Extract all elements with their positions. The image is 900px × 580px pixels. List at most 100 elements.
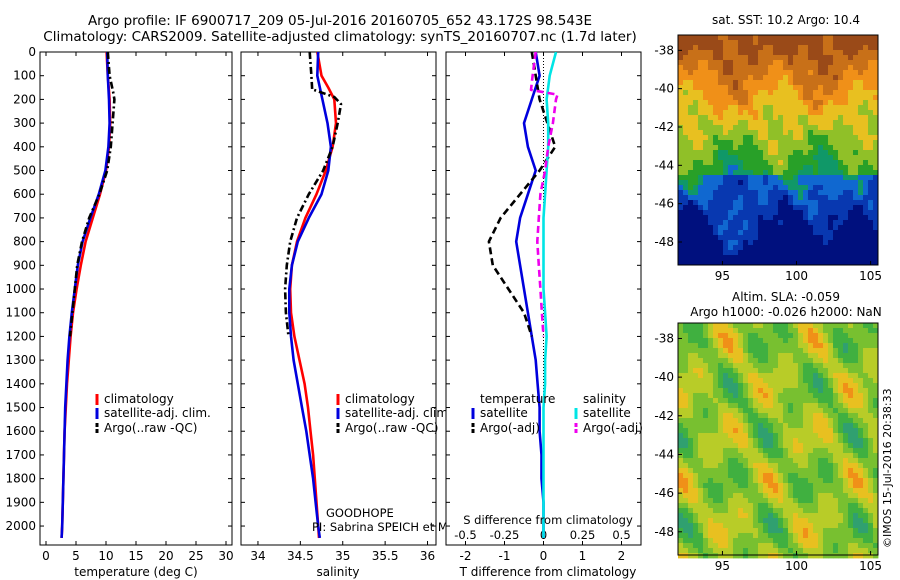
heatmap-cell — [728, 498, 734, 504]
heatmap-cell — [853, 533, 859, 539]
heatmap-cell — [828, 533, 834, 539]
heatmap-cell — [708, 418, 714, 424]
heatmap-cell — [808, 55, 814, 61]
heatmap-cell — [803, 508, 809, 514]
heatmap-cell — [858, 373, 864, 379]
heatmap-cell — [688, 150, 694, 156]
legend-label-s-satellite: satellite — [583, 406, 631, 420]
heatmap-cell — [848, 528, 854, 534]
heatmap-cell — [848, 398, 854, 404]
heatmap-cell — [703, 343, 709, 349]
heatmap-cell — [743, 418, 749, 424]
heatmap-cell — [838, 80, 844, 86]
heatmap-cell — [768, 548, 774, 554]
heatmap-cell — [813, 493, 819, 499]
heatmap-cell — [733, 543, 739, 549]
heatmap-cell — [718, 398, 724, 404]
heatmap-cell — [858, 225, 864, 231]
heatmap-cell — [718, 453, 724, 459]
heatmap-cell — [773, 528, 779, 534]
heatmap-cell — [873, 220, 879, 226]
heatmap-cell — [753, 35, 759, 41]
heatmap-cell — [763, 448, 769, 454]
heatmap-cell — [873, 473, 879, 479]
heatmap-cell — [688, 393, 694, 399]
heatmap-cell — [828, 348, 834, 354]
heatmap-cell — [708, 180, 714, 186]
heatmap-cell — [738, 513, 744, 519]
heatmap-cell — [783, 498, 789, 504]
heatmap-cell — [838, 328, 844, 334]
heatmap-cell — [858, 473, 864, 479]
depth-tick-label: 0 — [28, 45, 36, 59]
heatmap-cell — [748, 453, 754, 459]
heatmap-cell — [783, 35, 789, 41]
heatmap-cell — [728, 323, 734, 329]
heatmap-cell — [858, 170, 864, 176]
heatmap-cell — [853, 513, 859, 519]
heatmap-cell — [803, 378, 809, 384]
heatmap-cell — [863, 245, 869, 251]
heatmap-cell — [798, 473, 804, 479]
heatmap-cell — [793, 150, 799, 156]
heatmap-cell — [823, 190, 829, 196]
heatmap-cell — [703, 160, 709, 166]
heatmap-cell — [793, 180, 799, 186]
heatmap-cell — [788, 543, 794, 549]
heatmap-cell — [793, 468, 799, 474]
heatmap-cell — [733, 508, 739, 514]
x-tick-label: 30 — [218, 549, 233, 563]
heatmap-cell — [713, 378, 719, 384]
heatmap-cell — [753, 150, 759, 156]
heatmap-cell — [763, 240, 769, 246]
heatmap-cell — [803, 115, 809, 121]
heatmap-cell — [743, 155, 749, 161]
heatmap-cell — [813, 323, 819, 329]
heatmap-cell — [833, 528, 839, 534]
heatmap-cell — [808, 428, 814, 434]
heatmap-cell — [683, 438, 689, 444]
heatmap-cell — [718, 115, 724, 121]
legend-label-satellite-adj: satellite-adj. clim. — [104, 406, 211, 420]
depth-tick-label: 400 — [13, 140, 36, 154]
heatmap-cell — [843, 488, 849, 494]
heatmap-cell — [763, 383, 769, 389]
heatmap-cell — [683, 70, 689, 76]
heatmap-cell — [758, 458, 764, 464]
heatmap-cell — [678, 518, 684, 524]
heatmap-cell — [708, 443, 714, 449]
heatmap-cell — [678, 240, 684, 246]
heatmap-cell — [683, 180, 689, 186]
heatmap-cell — [748, 105, 754, 111]
heatmap-cell — [678, 75, 684, 81]
heatmap-cell — [818, 528, 824, 534]
heatmap-cell — [768, 250, 774, 256]
heatmap-cell — [778, 358, 784, 364]
heatmap-cell — [713, 95, 719, 101]
heatmap-cell — [738, 195, 744, 201]
heatmap-cell — [873, 548, 879, 554]
heatmap-cell — [803, 453, 809, 459]
heatmap-cell — [743, 40, 749, 46]
heatmap-cell — [763, 65, 769, 71]
heatmap-cell — [803, 150, 809, 156]
heatmap-cell — [803, 40, 809, 46]
heatmap-cell — [853, 478, 859, 484]
heatmap-cell — [718, 528, 724, 534]
heatmap-cell — [698, 368, 704, 374]
heatmap-cell — [873, 368, 879, 374]
heatmap-cell — [773, 368, 779, 374]
heatmap-cell — [788, 260, 794, 266]
heatmap-cell — [778, 65, 784, 71]
heatmap-cell — [683, 503, 689, 509]
heatmap-cell — [818, 448, 824, 454]
heatmap-cell — [728, 393, 734, 399]
heatmap-cell — [743, 493, 749, 499]
heatmap-cell — [738, 110, 744, 116]
heatmap-cell — [738, 140, 744, 146]
heatmap-cell — [773, 205, 779, 211]
heatmap-cell — [768, 533, 774, 539]
heatmap-cell — [868, 518, 874, 524]
heatmap-cell — [713, 508, 719, 514]
heatmap-cell — [683, 343, 689, 349]
